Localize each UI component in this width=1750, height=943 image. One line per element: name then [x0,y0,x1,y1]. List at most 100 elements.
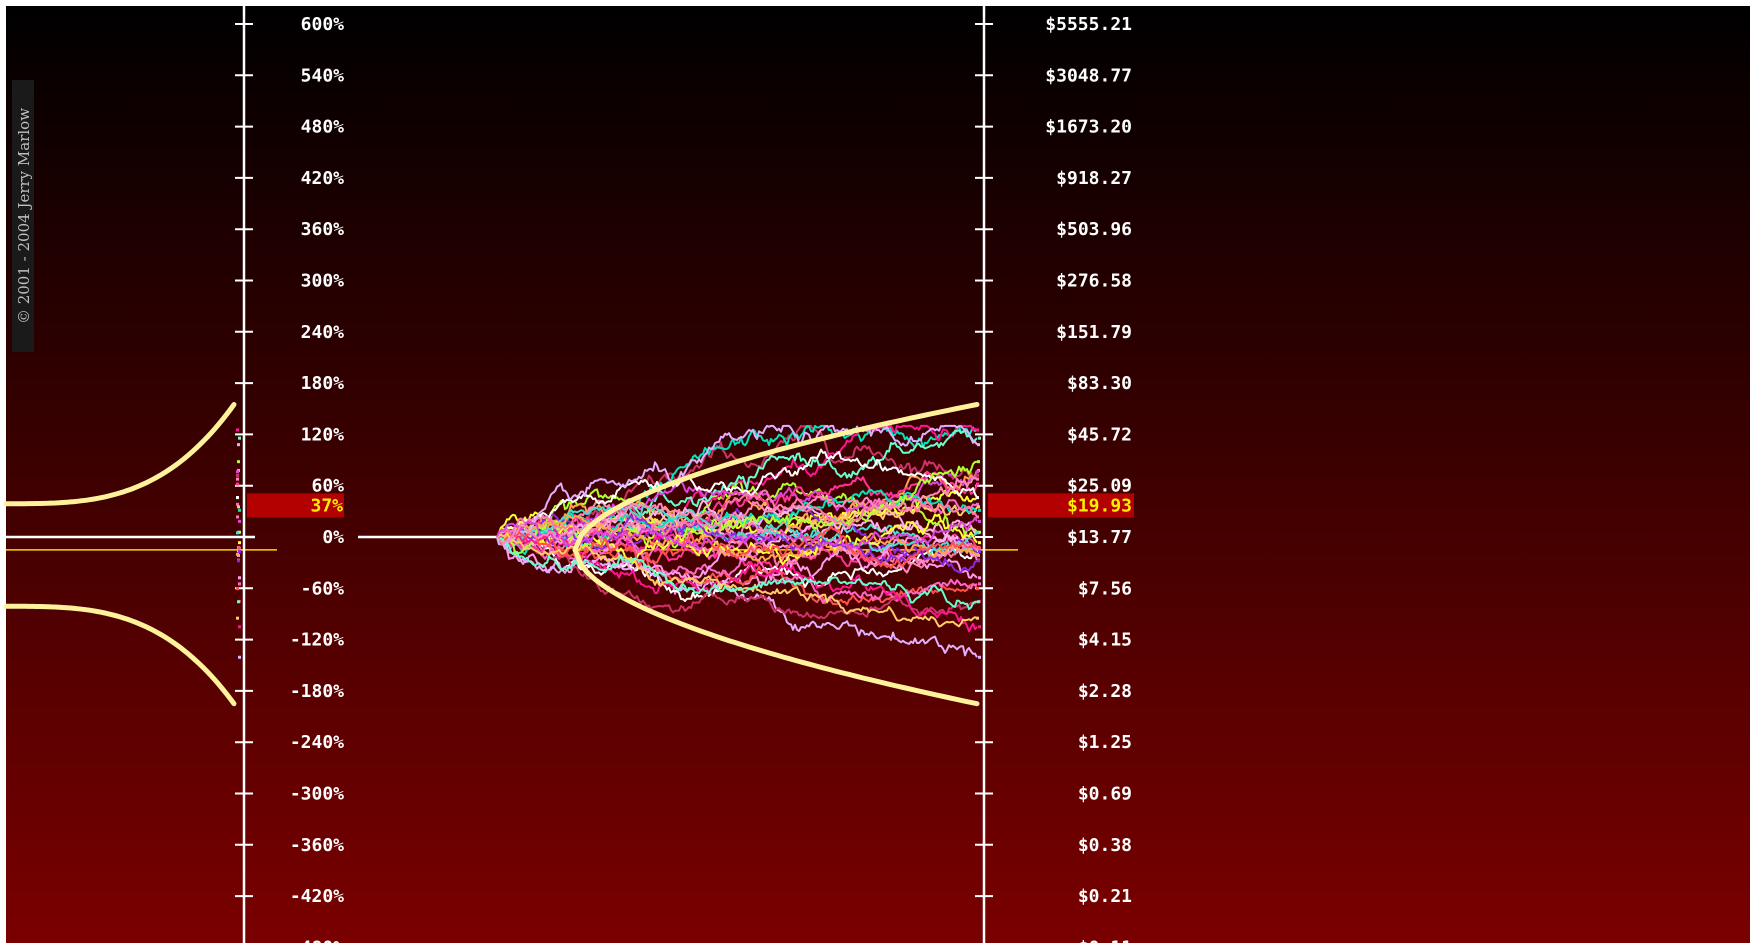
endpoint-dot [978,519,981,523]
endpoint-dot [238,550,241,554]
left-tick-label: -300% [290,784,344,805]
left-marker-label: 37% [310,495,343,516]
simulation-path [496,504,977,558]
endpoint-dot [238,582,241,586]
endpoint-dot [236,496,239,500]
right-marker-box [988,493,1134,518]
right-marker-label: $19.93 [1067,495,1132,516]
probability-cones [3,402,980,707]
endpoint-dot [978,550,981,554]
right-tick-label: $1.25 [1078,732,1132,753]
left-tick-label: 120% [301,424,345,445]
endpoint-dot [978,436,981,440]
endpoint-dot [236,531,239,535]
left-tick-label: -240% [290,732,344,753]
right-tick-label: $45.72 [1067,424,1132,445]
endpoint-dot [976,552,979,556]
endpoint-dot [236,477,239,481]
endpoint-dot [236,470,239,474]
right-tick-label: $1673.20 [1045,117,1132,138]
left-tick-label: -120% [290,630,344,651]
right-tick-label: $503.96 [1056,219,1132,240]
simulation-path [496,536,978,611]
endpoint-dot [238,576,241,580]
endpoint-dot [238,655,241,659]
endpoint-distribution [236,428,981,659]
endpoint-dot [237,505,240,509]
copyright-text: © 2001 - 2004 Jerry Marlow [15,108,33,324]
endpoint-dot [236,473,239,477]
simulation-path [496,470,978,553]
endpoint-dot [238,519,241,523]
endpoint-dot [976,515,979,519]
left-tick-label: 0% [322,527,344,548]
right-tick-label: $0.69 [1078,784,1132,805]
endpoint-dot [236,587,239,591]
left-tick-label: 420% [301,168,345,189]
endpoint-dot [978,582,981,586]
endpoint-dot [978,655,981,659]
right-tick-label: $2.28 [1078,681,1132,702]
left-tick-label: -480% [290,937,344,943]
endpoint-dot [976,587,979,591]
endpoint-dot [978,541,981,545]
endpoint-dot [237,443,240,447]
right-tick-label: $5555.21 [1045,14,1132,35]
right-tick-label: $918.27 [1056,168,1132,189]
endpoint-dot [976,482,979,486]
left-tick-label: 360% [301,219,345,240]
right-tick-label: $0.11 [1078,937,1132,943]
endpoint-dot [238,508,241,512]
right-tick-label: $0.21 [1078,886,1132,907]
left-tick-label: 60% [311,476,344,497]
right-tick-label: $7.56 [1078,578,1132,599]
endpoint-dot [236,428,239,432]
endpoint-dot [237,559,240,563]
endpoint-dot [976,502,979,506]
endpoint-dot [976,496,979,500]
right-tick-label: $25.09 [1067,476,1132,497]
left-marker-box [247,493,344,518]
endpoint-dot [976,428,979,432]
endpoint-dot [977,548,980,552]
endpoint-dot [976,531,979,535]
left-tick-label: -180% [290,681,344,702]
current-markers: 37% $19.93 [247,493,1134,518]
simulation-path [496,448,978,538]
endpoint-dot [977,505,980,509]
right-axis-labels: $5555.21 $3048.77 $1673.20 $918.27 $503.96 $2… [1045,14,1132,943]
right-tick-label: $3048.77 [1045,65,1132,86]
endpoint-dot [977,559,980,563]
endpoint-dot [976,616,979,620]
endpoint-dot [236,482,239,486]
endpoint-dot [977,600,980,604]
endpoint-dot [236,616,239,620]
left-axis-labels: 600% 540% 480% 420% 360% 300% 240% 180% 120% 60% 0… [290,14,344,943]
right-tick-label: $4.15 [1078,630,1132,651]
endpoint-dot [976,470,979,474]
right-tick-label: $83.30 [1067,373,1132,394]
left-tick-label: 240% [301,322,345,343]
endpoint-dot [236,515,239,519]
endpoint-dot [237,548,240,552]
left-tick-label: -60% [301,578,345,599]
endpoint-dot [238,436,241,440]
left-tick-label: 300% [301,271,345,292]
copyright-block: © 2001 - 2004 Jerry Marlow [12,80,34,352]
left-upper-curve [3,402,237,507]
endpoint-dot [976,473,979,477]
left-tick-label: -360% [290,835,344,856]
simulation-path [496,476,978,546]
chart-background [6,6,1750,943]
left-tick-label: 540% [301,65,345,86]
cone-upper-curve [572,402,980,553]
endpoint-dot [238,625,241,629]
endpoint-dot [236,552,239,556]
right-tick-label: $13.77 [1067,527,1132,548]
endpoint-dot [978,576,981,580]
right-tick-label: $276.58 [1056,271,1132,292]
endpoint-dot [236,502,239,506]
left-tick-label: -420% [290,886,344,907]
endpoint-dot [977,460,980,464]
